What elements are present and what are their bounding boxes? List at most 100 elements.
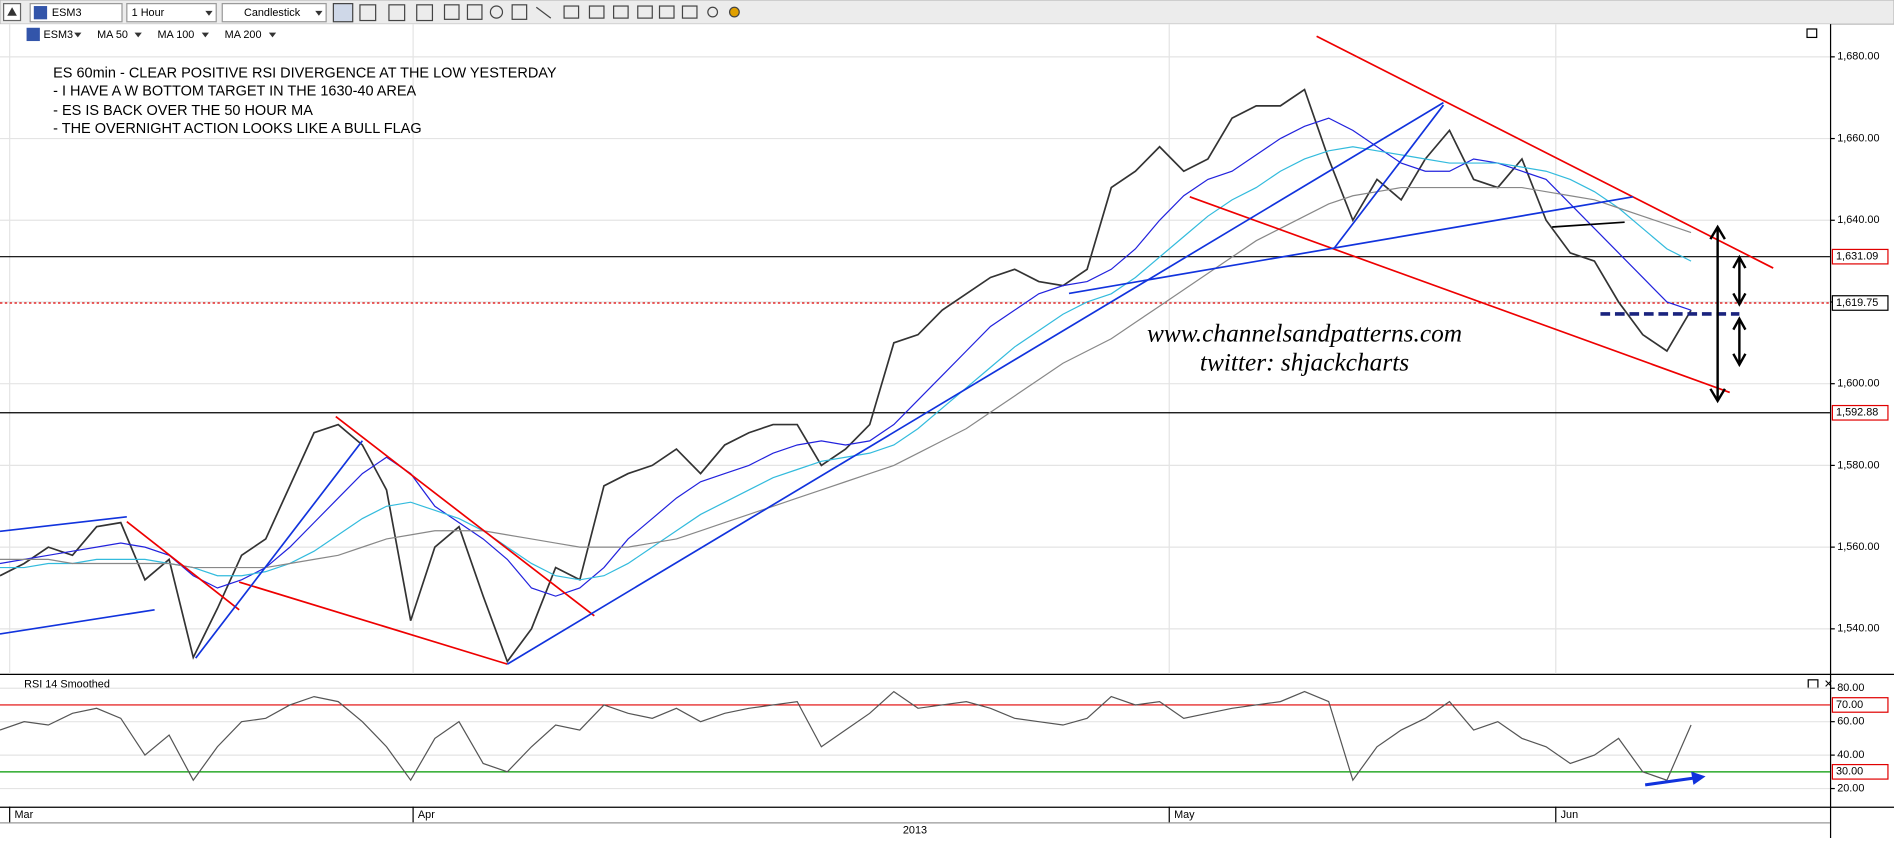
y-tick-label: 1,560.00 <box>1837 541 1879 553</box>
dropdown-arrow <box>315 10 323 16</box>
reference-label: 1,592.88 <box>1836 407 1878 419</box>
y-tick-label: 1,580.00 <box>1837 459 1879 471</box>
trend-line <box>0 608 155 635</box>
watermark: www.channelsandpatterns.com <box>1147 320 1462 348</box>
draw-tool[interactable] <box>416 4 434 22</box>
series-line <box>0 690 1692 782</box>
style-text: Candlestick <box>244 7 301 19</box>
watermark: twitter: shjackcharts <box>1200 348 1409 376</box>
interval-text: 1 Hour <box>132 7 165 19</box>
legend-dropdown <box>201 32 209 38</box>
trend-line <box>1334 104 1445 249</box>
y-tick-label: 1,680.00 <box>1837 51 1879 63</box>
reference-label-box <box>1831 295 1889 311</box>
cursor-tool[interactable] <box>332 3 354 23</box>
series-line <box>0 88 1692 664</box>
legend-dropdown <box>74 32 82 38</box>
interval-select[interactable] <box>126 3 217 23</box>
grid-layer: 1,540.001,560.001,580.001,600.001,620.00… <box>0 24 1889 837</box>
series-line <box>0 186 1692 569</box>
legend-entry: MA 200 <box>225 29 262 41</box>
legend-entry: ESM3 <box>43 29 73 41</box>
menu-icon <box>7 7 17 16</box>
alert-tool[interactable] <box>728 6 740 18</box>
legend-dropdown <box>268 32 277 38</box>
legend-entry: MA 100 <box>158 29 195 41</box>
y-tick-label: 1,660.00 <box>1837 132 1879 144</box>
legend-symbol-icon <box>26 27 40 42</box>
close-button[interactable]: ✕ <box>1824 679 1833 691</box>
reference-label-box <box>1831 697 1889 713</box>
reference-label: 30.00 <box>1836 766 1863 778</box>
panel-title: RSI 14 Smoothed <box>24 679 110 691</box>
symbol-text: ESM3 <box>52 7 82 19</box>
dropdown-arrow <box>205 10 213 16</box>
price-panel <box>0 24 1830 674</box>
legend: ESM3 MA 50 MA 100 MA 200 <box>26 27 277 42</box>
annotation-line: - ES IS BACK OVER THE 50 HOUR MA <box>53 103 313 119</box>
style-select[interactable] <box>221 3 327 23</box>
annotation-line: - THE OVERNIGHT ACTION LOOKS LIKE A BULL… <box>53 121 421 137</box>
annotation-line: - I HAVE A W BOTTOM TARGET IN THE 1630-4… <box>53 84 416 100</box>
divergence-arrowhead <box>1691 771 1706 785</box>
x-axis-label: 2013 <box>903 825 927 837</box>
trend-line <box>1316 35 1774 269</box>
x-tick-label: Apr <box>418 809 435 821</box>
reference-label: 1,619.75 <box>1836 297 1878 309</box>
y-tick-label: 80.00 <box>1837 682 1864 694</box>
tool[interactable] <box>613 5 629 19</box>
trend-line <box>1552 221 1625 228</box>
drawings <box>0 35 1774 787</box>
tool[interactable] <box>681 5 698 19</box>
crosshair-tool[interactable] <box>359 4 377 22</box>
trend-line <box>238 581 508 665</box>
x-tick-label: Jun <box>1561 809 1579 821</box>
info-tool[interactable] <box>443 4 460 20</box>
annotation-title: ES 60min - CLEAR POSITIVE RSI DIVERGENCE… <box>53 65 557 81</box>
reference-label-box <box>1831 763 1889 780</box>
tool[interactable] <box>707 6 719 18</box>
tool-icons <box>332 3 740 23</box>
trend-line <box>0 515 127 533</box>
maximize-button[interactable] <box>1807 679 1819 689</box>
y-tick-label: 1,540.00 <box>1837 623 1879 635</box>
tool[interactable] <box>658 5 675 19</box>
tool[interactable] <box>588 5 605 19</box>
divergence-arrow <box>1644 776 1698 787</box>
reference-label: 1,631.09 <box>1836 251 1878 263</box>
series-line <box>0 117 1692 597</box>
series-line <box>0 146 1692 581</box>
annotation-text: ES 60min - CLEAR POSITIVE RSI DIVERGENCE… <box>53 65 1462 376</box>
move-tool[interactable] <box>466 4 483 20</box>
reference-label-box <box>1831 404 1889 421</box>
zoom-tool[interactable] <box>489 5 504 19</box>
trend-line <box>126 520 240 611</box>
trend-line <box>195 440 364 659</box>
reference-label: 70.00 <box>1836 699 1863 711</box>
symbol-icon <box>33 6 48 20</box>
ratio-tool[interactable] <box>511 4 528 20</box>
symbol-input[interactable] <box>29 3 123 23</box>
y-tick-label: 60.00 <box>1837 716 1864 728</box>
x-tick-label: Mar <box>14 809 33 821</box>
x-tick-label: May <box>1174 809 1195 821</box>
maximize-button[interactable] <box>1806 28 1818 39</box>
trend-line <box>1189 196 1731 394</box>
legend-entry: MA 50 <box>97 29 128 41</box>
trend-line <box>1068 195 1634 295</box>
target-arrows <box>1709 224 1747 404</box>
trend-line <box>506 101 1444 665</box>
line-tool[interactable] <box>535 6 552 19</box>
reference-label-box <box>1831 248 1889 265</box>
y-tick-label: 20.00 <box>1837 782 1864 794</box>
eraser-tool[interactable] <box>563 5 580 19</box>
grid-tool[interactable] <box>388 4 406 22</box>
y-tick-label: 1,640.00 <box>1837 214 1879 226</box>
legend-dropdown <box>134 32 142 38</box>
tool[interactable] <box>637 5 653 19</box>
y-tick-label: 1,600.00 <box>1837 378 1879 390</box>
trend-line <box>335 415 595 617</box>
data-layer <box>0 88 1692 782</box>
